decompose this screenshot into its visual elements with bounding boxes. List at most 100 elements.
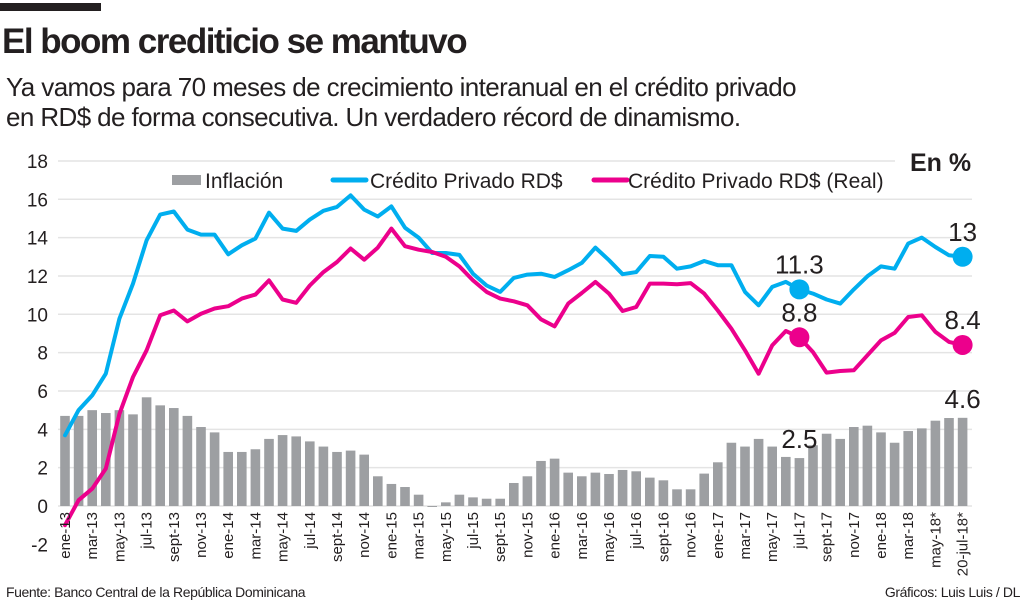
bar-inflacion [250,449,261,506]
bar-inflacion [781,456,791,506]
bar-inflacion [903,431,913,506]
bar-inflacion [522,476,533,506]
y-tick-label: 18 [27,152,48,173]
bar-inflacion [536,460,546,506]
x-tick-label: 20-jul-18* [955,512,972,576]
x-tick-label: may-13 [111,512,128,562]
legend-label-credito-real: Crédito Privado RD$ (Real) [628,170,884,193]
x-tick-label: jul-16 [628,512,645,550]
bar-inflacion [930,420,941,506]
bar-inflacion [169,408,179,506]
x-tick-label: may-16 [601,512,618,562]
bar-inflacion [495,498,505,506]
bar-inflacion [182,415,193,506]
bar-inflacion [345,450,356,506]
x-tick-label: may-17 [764,512,781,562]
bar-inflacion [291,436,301,506]
y-tick-label: 4 [37,420,48,441]
chart-title: El boom crediticio se mantuvo [2,22,468,61]
x-tick-label: nov-13 [193,512,210,558]
bar-inflacion [590,472,601,506]
credit-note: Gráficos: Luis Luis / DL [884,584,1021,600]
bar-inflacion [373,476,383,506]
bar-inflacion [468,497,478,506]
bar-inflacion [305,441,315,506]
bar-inflacion [386,483,397,506]
x-tick-label: sept-13 [166,512,183,562]
x-tick-label: may-14 [275,512,292,562]
unit-label: En % [910,149,971,177]
y-tick-label: 16 [27,190,48,211]
x-tick-label: nov-17 [846,512,863,558]
bar-inflacion [400,487,410,506]
bar-inflacion [726,442,737,506]
legend-label-inflacion: Inflación [205,170,283,193]
bar-inflacion [617,469,628,506]
x-tick-label: mar-17 [737,512,754,560]
bar-inflacion [835,438,845,506]
bar-inflacion [141,397,152,506]
y-tick-label: 8 [37,344,48,365]
data-label: 13 [948,217,977,247]
marker-credito [952,246,973,267]
bar-inflacion [441,502,451,506]
y-tick-label: 6 [37,382,48,403]
bar-inflacion [427,506,437,507]
bar-inflacion [155,405,165,506]
bar-inflacion [73,415,84,506]
bar-inflacion [128,414,138,506]
x-tick-label: ene-18 [873,512,890,559]
bar-inflacion [794,458,805,506]
bar-inflacion [481,498,492,506]
bar-inflacion [658,480,669,506]
x-tick-label: sept-15 [492,512,509,562]
bar-inflacion [237,451,247,506]
bar-inflacion [454,494,465,506]
bar-inflacion [563,472,573,506]
legend-swatch-inflacion [172,175,201,185]
x-tick-label: sept-14 [329,512,346,562]
marker-credito-real [952,334,973,355]
y-tick-label: -2 [31,535,48,556]
x-tick-label: ene-13 [57,512,74,559]
bar-inflacion [713,462,723,506]
x-tick-label: jul-14 [302,512,319,550]
bar-inflacion [685,489,696,506]
title-accent-bar [0,3,101,11]
bar-inflacion [631,471,641,506]
bar-inflacion [413,494,424,506]
bar-inflacion [740,446,750,506]
line-credito-privado-real [63,226,965,528]
data-label: 11.3 [775,249,824,279]
bar-inflacion [917,428,927,506]
x-tick-label: mar-15 [411,512,428,560]
x-tick-label: ene-14 [220,512,237,559]
y-tick-label: 0 [37,497,48,518]
subtitle-line-2: en RD$ de forma consecutiva. Un verdader… [6,102,741,132]
marker-credito [789,279,810,300]
bar-inflacion [509,482,519,506]
bar-inflacion [767,446,777,506]
x-tick-label: ene-16 [547,512,564,559]
data-label: 8.4 [945,305,981,335]
x-tick-label: may-15 [438,512,455,562]
y-tick-label: 10 [27,305,48,326]
chart-subtitle: Ya vamos para 70 meses de crecimiento in… [6,72,797,132]
y-tick-label: 2 [37,459,48,480]
x-tick-label: jul-17 [791,512,808,550]
bar-inflacion [808,445,818,506]
bar-inflacion [957,417,968,506]
bar-inflacion [196,427,206,506]
bar-inflacion [114,410,125,506]
data-label: 4.6 [945,384,981,414]
subtitle-line-1: Ya vamos para 70 meses de crecimiento in… [6,72,797,102]
x-tick-label: sept-16 [655,512,672,562]
bar-inflacion [699,473,709,506]
x-tick-label: jul-15 [465,512,482,550]
x-tick-label: mar-16 [574,512,591,560]
bar-inflacion [876,432,886,506]
bar-inflacion [577,476,587,506]
line-credito-privado [63,193,965,438]
bar-inflacion [359,454,369,506]
